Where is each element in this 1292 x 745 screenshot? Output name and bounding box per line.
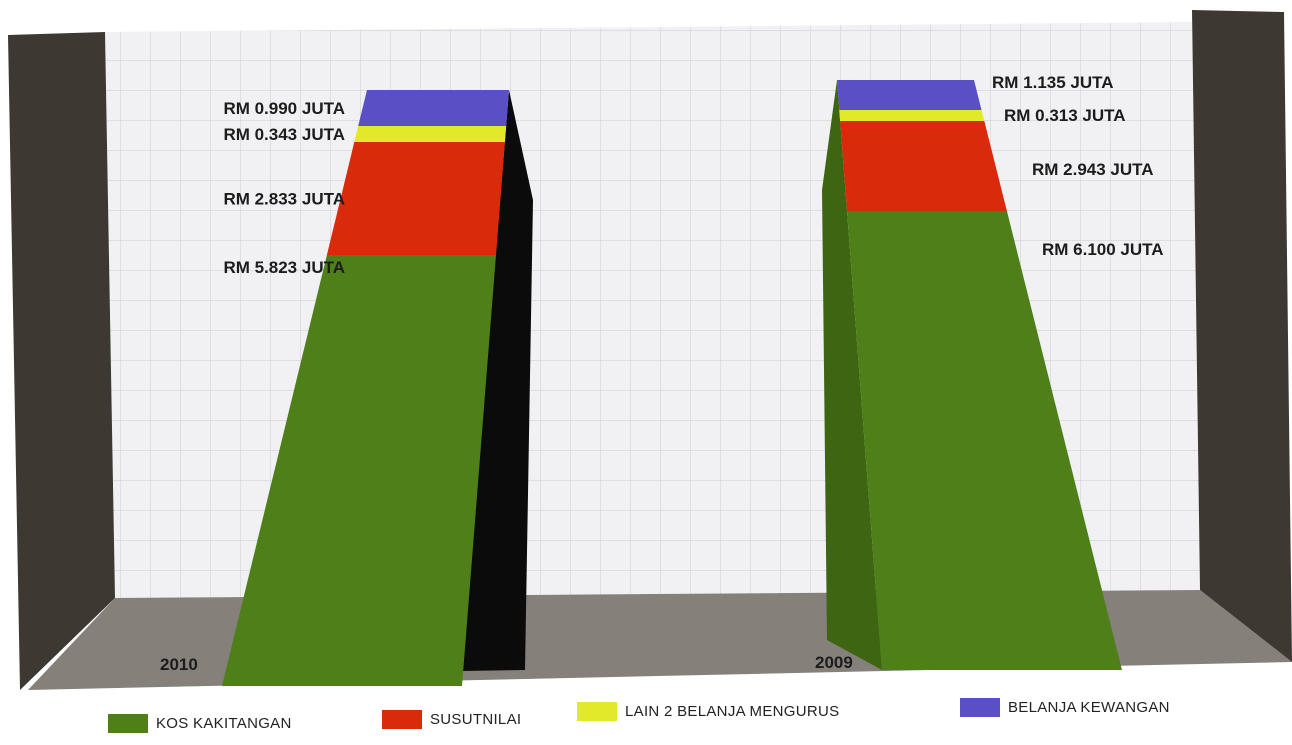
value-label-2010-kos-kakitangan: RM 5.823 JUTA [223,258,345,277]
value-label-2010-belanja-kewangan: RM 0.990 JUTA [223,99,345,118]
bar-segment-2009-lain-2-belanja-mengurus [839,110,985,121]
bar-segment-2010-kos-kakitangan [222,255,496,686]
legend-label-kos-kakitangan: KOS KAKITANGAN [156,715,292,732]
legend: KOS KAKITANGAN SUSUTNILAI LAIN 2 BELANJA M… [108,698,1170,733]
legend-item-belanja-kewangan: BELANJA KEWANGAN [960,698,1170,717]
bar-segment-2009-kos-kakitangan [847,211,1122,670]
value-label-2009-kos-kakitangan: RM 6.100 JUTA [1042,240,1164,259]
bar-segment-2009-susutnilai [840,121,1007,211]
bar-side-face-2010 [462,90,533,671]
value-label-2010-susutnilai: RM 2.833 JUTA [223,190,345,209]
bar-segment-2009-belanja-kewangan [837,80,982,110]
bars-group [222,80,1122,686]
legend-item-lain-2-belanja-mengurus: LAIN 2 BELANJA MENGURUS [577,702,839,721]
legend-item-susutnilai: SUSUTNILAI [382,710,521,729]
category-label-2010: 2010 [160,655,198,674]
left-wall [8,32,115,690]
bar-segment-2010-belanja-kewangan [358,90,509,126]
category-label-2009: 2009 [815,653,853,672]
value-label-2009-susutnilai: RM 2.943 JUTA [1032,160,1154,179]
legend-label-susutnilai: SUSUTNILAI [430,711,521,728]
bar-side-face-2009 [822,80,882,670]
legend-swatch-kos-kakitangan [108,714,148,733]
legend-swatch-lain-2-belanja-mengurus [577,702,617,721]
legend-item-kos-kakitangan: KOS KAKITANGAN [108,714,292,733]
category-labels-group: 2010 2009 [160,653,853,674]
bar-segment-2010-lain-2-belanja-mengurus [354,126,507,142]
legend-swatch-belanja-kewangan [960,698,1000,717]
value-label-2010-lain-2-belanja-mengurus: RM 0.343 JUTA [223,125,345,144]
bar-segment-2010-susutnilai [326,142,505,255]
right-wall [1192,10,1292,662]
value-label-2009-lain-2-belanja-mengurus: RM 0.313 JUTA [1004,106,1126,125]
legend-label-belanja-kewangan: BELANJA KEWANGAN [1008,699,1170,716]
value-labels-group: RM 5.823 JUTA RM 2.833 JUTA RM 0.343 JUTA R… [223,73,1163,277]
legend-swatch-susutnilai [382,710,422,729]
value-label-2009-belanja-kewangan: RM 1.135 JUTA [992,73,1114,92]
legend-label-lain-2-belanja-mengurus: LAIN 2 BELANJA MENGURUS [625,703,839,720]
